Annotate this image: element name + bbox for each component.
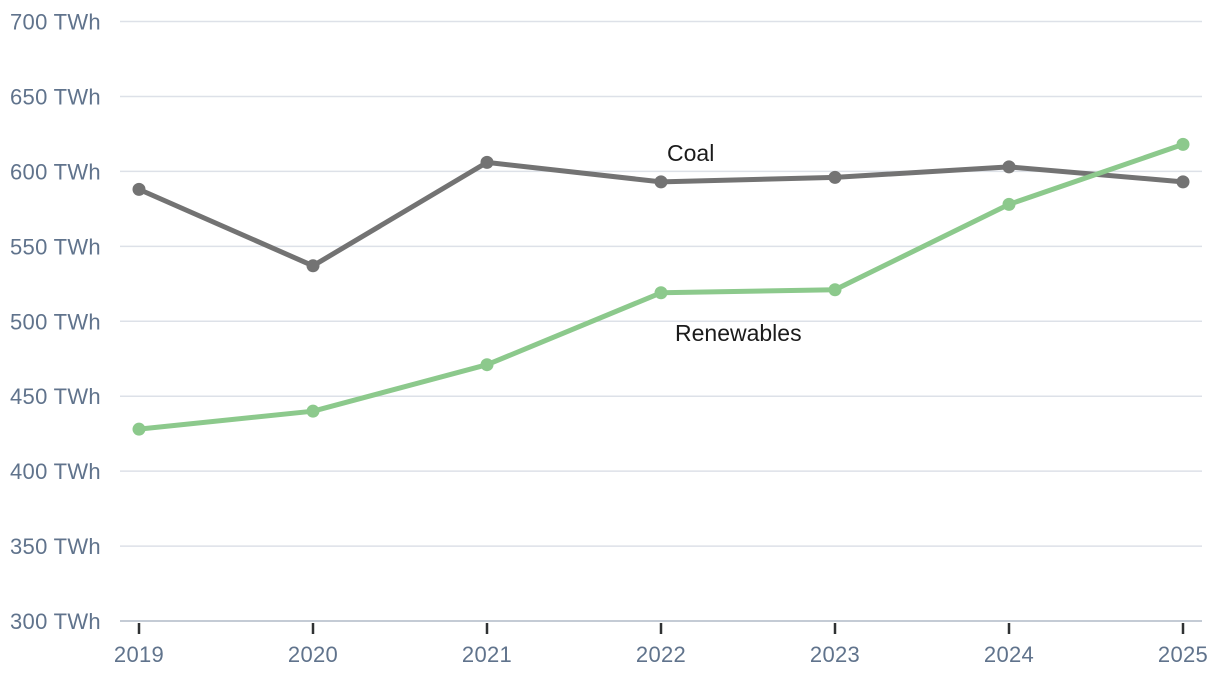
y-axis-label-500: 500 TWh <box>10 309 101 334</box>
y-axis-label-450: 450 TWh <box>10 384 101 409</box>
renewables-point-2020 <box>306 404 320 418</box>
coal-point-2025 <box>1176 175 1190 189</box>
y-axis-label-400: 400 TWh <box>10 459 101 484</box>
renewables-point-2019 <box>132 422 146 436</box>
renewables-point-2025 <box>1176 137 1190 151</box>
x-axis-label-2019: 2019 <box>114 642 164 667</box>
coal-point-2024 <box>1002 160 1016 174</box>
coal-point-2021 <box>480 155 494 169</box>
renewables-series-label: Renewables <box>675 320 802 346</box>
y-axis-label-650: 650 TWh <box>10 84 101 109</box>
coal-series-label: Coal <box>667 140 714 166</box>
x-axis-label-2021: 2021 <box>462 642 512 667</box>
coal-point-2022 <box>654 175 668 189</box>
x-axis-label-2020: 2020 <box>288 642 338 667</box>
coal-point-2023 <box>828 170 842 184</box>
x-axis-label-2022: 2022 <box>636 642 686 667</box>
x-axis-label-2023: 2023 <box>810 642 860 667</box>
renewables-point-2021 <box>480 358 494 372</box>
y-axis-label-550: 550 TWh <box>10 234 101 259</box>
renewables-point-2022 <box>654 286 668 300</box>
y-axis-label-700: 700 TWh <box>10 10 101 35</box>
x-axis-label-2025: 2025 <box>1158 642 1208 667</box>
coal-point-2019 <box>132 182 146 196</box>
renewables-point-2024 <box>1002 197 1016 211</box>
y-axis-label-300: 300 TWh <box>10 609 101 634</box>
y-axis-label-350: 350 TWh <box>10 534 101 559</box>
y-axis-label-600: 600 TWh <box>10 159 101 184</box>
x-axis-label-2024: 2024 <box>984 642 1034 667</box>
renewables-point-2023 <box>828 283 842 297</box>
coal-point-2020 <box>306 259 320 273</box>
